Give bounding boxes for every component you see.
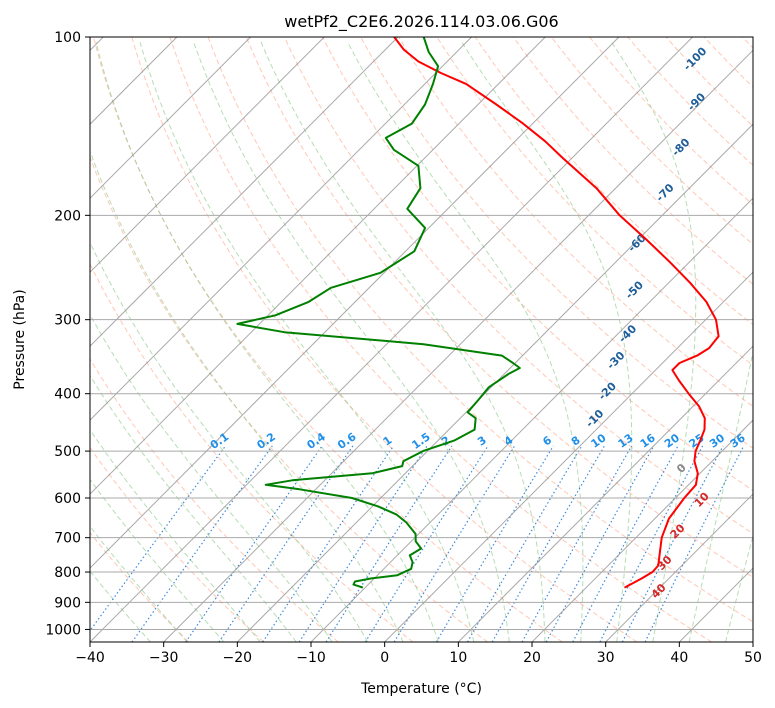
moist-adiabat bbox=[90, 149, 404, 642]
x-tick-label: 50 bbox=[744, 650, 762, 666]
profile-lines bbox=[236, 37, 720, 589]
isotherm bbox=[90, 37, 693, 642]
y-tick-label: 900 bbox=[54, 595, 81, 611]
isotherm bbox=[605, 493, 753, 642]
moist-adiabat bbox=[688, 349, 753, 642]
moist-adiabat bbox=[725, 534, 753, 642]
x-tick-label: 10 bbox=[449, 650, 467, 666]
chart-title: wetPf2_C2E6.2026.114.03.06.G06 bbox=[284, 12, 558, 32]
y-tick-label: 800 bbox=[54, 565, 81, 581]
mixing-ratio-line bbox=[521, 445, 633, 642]
x-tick-label: −30 bbox=[149, 650, 179, 666]
mixing-ratio-line bbox=[435, 445, 554, 642]
isotherm bbox=[90, 37, 325, 273]
moist-adiabat bbox=[260, 41, 546, 642]
isotherm bbox=[457, 345, 753, 642]
moist-adiabat bbox=[90, 313, 333, 642]
mixing-ratio-line bbox=[185, 445, 323, 642]
moist-adiabat bbox=[193, 41, 510, 642]
isotherm bbox=[531, 419, 753, 642]
axes: −40 −30 −20 −10 0 10 20 30 40 50 100 200 300 400 500 60… bbox=[45, 30, 762, 666]
x-tick-label: 0 bbox=[380, 650, 389, 666]
dry-adiabat bbox=[90, 155, 488, 642]
y-tick-label: 400 bbox=[54, 387, 81, 403]
x-tick-label: −10 bbox=[296, 650, 326, 666]
x-tick-label: 20 bbox=[523, 650, 541, 666]
x-axis-title: Temperature (°C) bbox=[360, 681, 482, 697]
moist-adiabat bbox=[90, 428, 261, 642]
y-tick-label: 200 bbox=[54, 208, 81, 224]
x-tick-label: 30 bbox=[597, 650, 615, 666]
x-tick-label: −40 bbox=[75, 650, 105, 666]
y-tick-label: 300 bbox=[54, 313, 81, 329]
dry-adiabat bbox=[360, 37, 753, 449]
mixing-ratio-line bbox=[262, 445, 394, 642]
moist-adiabat bbox=[90, 241, 369, 642]
y-tick-label: 700 bbox=[54, 531, 81, 547]
isotherm bbox=[90, 37, 472, 421]
mixing-ratio-line bbox=[131, 445, 273, 642]
isotherm bbox=[384, 271, 753, 642]
plot-frame bbox=[89, 36, 754, 643]
dry-adiabat bbox=[207, 37, 753, 623]
isotherm bbox=[310, 197, 753, 642]
dry-adiabat bbox=[131, 37, 638, 642]
y-tick-label: 600 bbox=[54, 491, 81, 507]
isotherm bbox=[90, 37, 620, 569]
y-axis-title: Pressure (hPa) bbox=[12, 289, 28, 389]
y-tick-label: 100 bbox=[54, 30, 81, 46]
mixing-ratio-line bbox=[364, 445, 489, 642]
isotherm bbox=[163, 49, 753, 642]
dry-adiabat bbox=[322, 37, 753, 492]
dry-adiabat bbox=[90, 531, 190, 642]
moist-adiabat bbox=[95, 41, 439, 642]
mixing-ratio-line bbox=[325, 445, 453, 642]
isotherm bbox=[90, 37, 251, 199]
x-tick-label: −20 bbox=[223, 650, 253, 666]
dry-adiabat bbox=[90, 357, 339, 642]
x-tick-label: 40 bbox=[670, 650, 688, 666]
dry-adiabat bbox=[512, 37, 753, 285]
moist-adiabat bbox=[611, 41, 697, 642]
dry-adiabat bbox=[436, 37, 753, 366]
moist-adiabat bbox=[90, 478, 225, 642]
dewpoint-profile bbox=[236, 37, 521, 589]
mixing-ratio-line bbox=[644, 445, 745, 642]
temperature-profile bbox=[393, 37, 720, 589]
mixing-ratio-line bbox=[621, 445, 724, 642]
y-tick-label: 500 bbox=[54, 444, 81, 460]
mixing-ratio-line bbox=[393, 445, 516, 642]
moist-adiabat bbox=[139, 41, 475, 642]
moist-adiabat bbox=[90, 374, 297, 642]
y-tick-label: 1000 bbox=[45, 622, 81, 638]
background-lines bbox=[90, 37, 753, 642]
isotherm bbox=[90, 37, 399, 347]
mixing-ratio-line bbox=[298, 445, 428, 642]
dry-adiabat bbox=[90, 446, 264, 642]
isotherm bbox=[90, 37, 546, 495]
mixing-ratio-line bbox=[545, 445, 655, 642]
mixing-ratio-line bbox=[218, 445, 354, 642]
isotherm bbox=[236, 123, 753, 642]
dry-adiabat bbox=[169, 37, 712, 642]
